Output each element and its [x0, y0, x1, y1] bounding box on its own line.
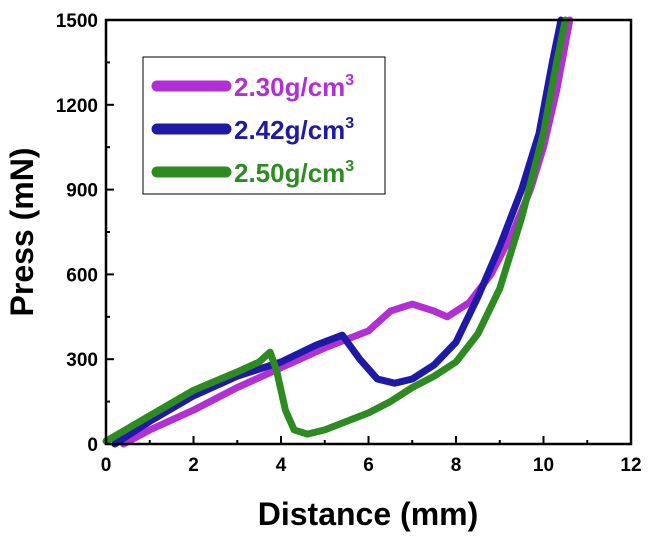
- y-tick-label: 0: [87, 435, 98, 456]
- x-tick-label: 0: [101, 455, 112, 476]
- y-tick-label: 1500: [56, 11, 98, 32]
- y-tick-label: 1200: [56, 96, 98, 117]
- plot-lines: [102, 16, 574, 448]
- legend: 2.30g/cm3 2.42g/cm3 2.50g/cm3: [142, 56, 386, 195]
- x-tick-label: 6: [363, 455, 374, 476]
- x-tick-label: 10: [533, 455, 554, 476]
- x-tick-label: 2: [188, 455, 199, 476]
- y-tick-label: 600: [66, 265, 98, 286]
- y-tick-label: 900: [66, 181, 98, 202]
- x-tick-label: 8: [451, 455, 462, 476]
- legend-frame: [142, 56, 386, 195]
- x-axis-title: Distance (mm): [258, 496, 479, 532]
- y-tick-label: 300: [66, 350, 98, 371]
- series-line-3: [102, 16, 569, 445]
- x-tick-label: 12: [620, 455, 641, 476]
- legend-label-3: 2.50g/cm3: [234, 158, 354, 188]
- x-tick-label: 4: [276, 455, 287, 476]
- axis-ticks: [105, 19, 632, 445]
- y-axis-title: Press (mN): [4, 148, 40, 317]
- tick-labels: 0 2 4 6 8 10 12 0 300 600 900 1200 1500: [56, 11, 642, 476]
- legend-label-2: 2.42g/cm3: [234, 115, 354, 145]
- series-line-2: [111, 16, 565, 448]
- legend-label-1: 2.30g/cm3: [234, 72, 354, 102]
